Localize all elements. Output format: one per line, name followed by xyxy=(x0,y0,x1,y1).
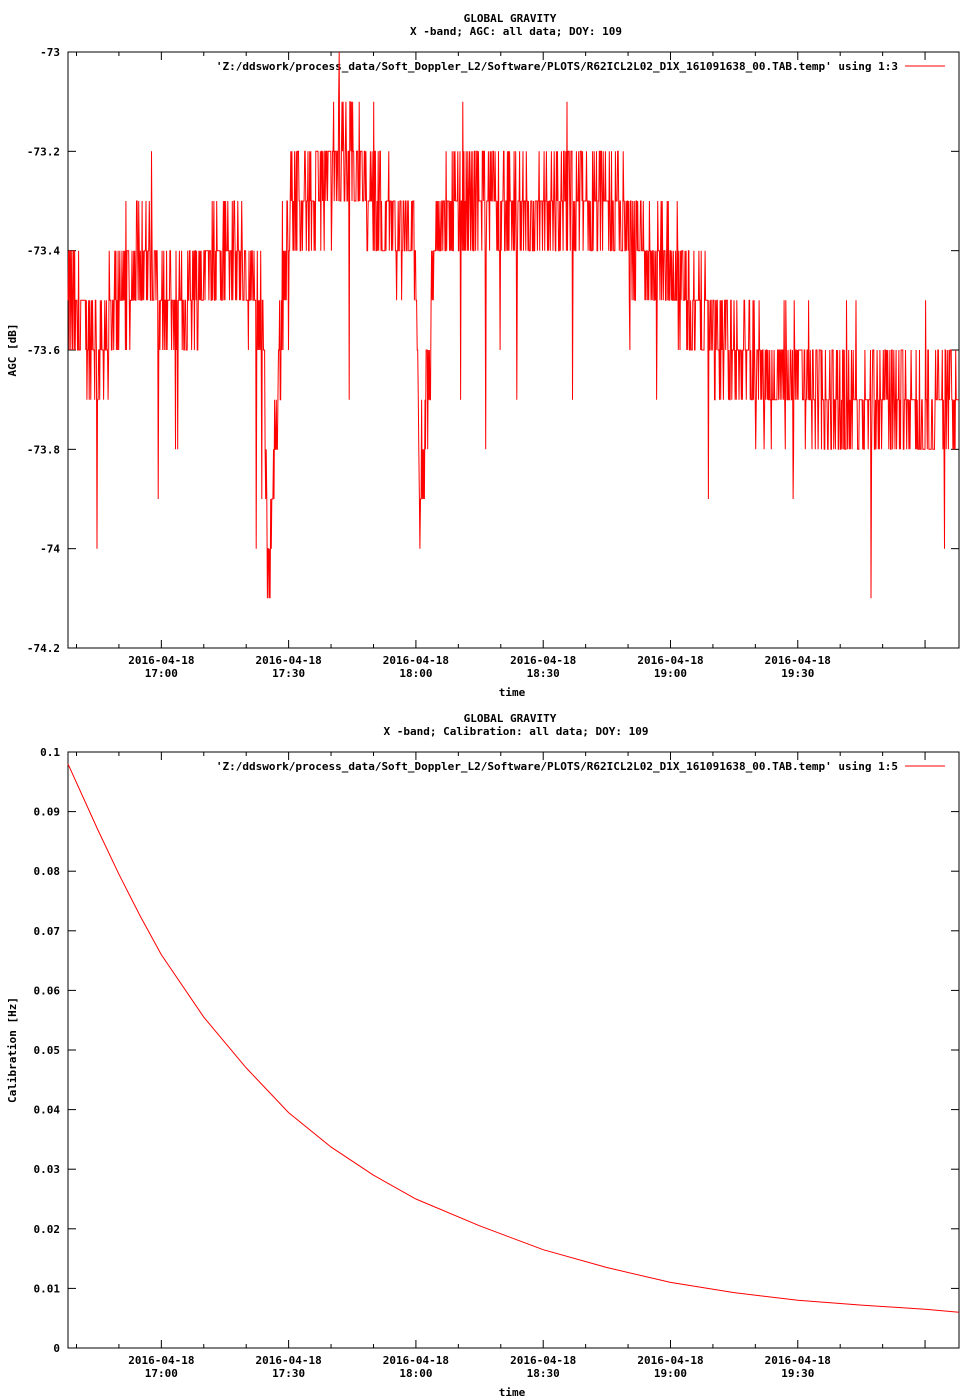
agc-x-tick-date: 2016-04-18 xyxy=(765,654,831,667)
calibration-x-tick-date: 2016-04-18 xyxy=(383,1354,449,1367)
agc-legend: 'Z:/ddswork/process_data/Soft_Doppler_L2… xyxy=(216,60,945,73)
calibration-y-tick-label: 0.02 xyxy=(34,1223,61,1236)
agc-legend-label: 'Z:/ddswork/process_data/Soft_Doppler_L2… xyxy=(216,60,898,73)
calibration-x-tick-date: 2016-04-18 xyxy=(510,1354,576,1367)
agc-chart-title: GLOBAL GRAVITY xyxy=(464,12,557,25)
calibration-y-axis-label: Calibration [Hz] xyxy=(6,997,19,1103)
calibration-y-tick-label: 0.09 xyxy=(34,806,61,819)
calibration-legend: 'Z:/ddswork/process_data/Soft_Doppler_L2… xyxy=(216,760,945,773)
calibration-x-tick-time: 18:30 xyxy=(527,1367,560,1380)
calibration-y-tick-label: 0 xyxy=(53,1342,60,1355)
agc-chart-subtitle: X -band; AGC: all data; DOY: 109 xyxy=(410,25,622,38)
agc-series-line xyxy=(67,51,959,599)
calibration-y-tick-label: 0.05 xyxy=(34,1044,61,1057)
calibration-x-tick-date: 2016-04-18 xyxy=(765,1354,831,1367)
agc-y-tick-label: -74.2 xyxy=(27,642,60,655)
agc-x-tick-date: 2016-04-18 xyxy=(637,654,703,667)
calibration-y-tick-label: 0.03 xyxy=(34,1163,61,1176)
calibration-y-tick-label: 0.08 xyxy=(34,865,61,878)
calibration-x-tick-time: 19:30 xyxy=(781,1367,814,1380)
agc-x-tick-time: 17:30 xyxy=(272,667,305,680)
agc-x-tick-time: 19:30 xyxy=(781,667,814,680)
agc-x-tick-date: 2016-04-18 xyxy=(383,654,449,667)
agc-x-tick-time: 19:00 xyxy=(654,667,687,680)
agc-x-axis: 2016-04-1817:002016-04-1817:302016-04-18… xyxy=(75,52,926,680)
agc-x-tick-time: 18:00 xyxy=(399,667,432,680)
calibration-chart: GLOBAL GRAVITY X -band; Calibration: all… xyxy=(6,712,960,1399)
calibration-y-tick-label: 0.01 xyxy=(34,1282,61,1295)
calibration-x-axis-label: time xyxy=(499,1386,526,1399)
calibration-x-tick-time: 17:30 xyxy=(272,1367,305,1380)
calibration-y-tick-label: 0.1 xyxy=(40,746,60,759)
agc-y-tick-label: -74 xyxy=(40,543,60,556)
agc-x-tick-time: 18:30 xyxy=(527,667,560,680)
agc-x-tick-time: 17:00 xyxy=(145,667,178,680)
calibration-chart-subtitle: X -band; Calibration: all data; DOY: 109 xyxy=(384,725,649,738)
calibration-y-tick-label: 0.04 xyxy=(34,1104,61,1117)
calibration-x-tick-date: 2016-04-18 xyxy=(637,1354,703,1367)
agc-y-tick-label: -73.4 xyxy=(27,245,60,258)
agc-y-tick-label: -73.6 xyxy=(27,344,60,357)
calibration-x-tick-time: 19:00 xyxy=(654,1367,687,1380)
agc-x-axis-label: time xyxy=(499,686,526,699)
agc-x-tick-date: 2016-04-18 xyxy=(510,654,576,667)
agc-x-tick-date: 2016-04-18 xyxy=(256,654,322,667)
calibration-plot-frame xyxy=(67,751,960,1349)
calibration-y-axis: 0.1 0.09 0.08 0.07 0.06 0.05 0.04 0.03 0.02 0.01 0 xyxy=(34,746,959,1355)
calibration-chart-title: GLOBAL GRAVITY xyxy=(464,712,557,725)
agc-x-tick-date: 2016-04-18 xyxy=(128,654,194,667)
agc-y-tick-label: -73.2 xyxy=(27,145,60,158)
calibration-x-tick-date: 2016-04-18 xyxy=(256,1354,322,1367)
calibration-x-tick-time: 17:00 xyxy=(145,1367,178,1380)
calibration-legend-label: 'Z:/ddswork/process_data/Soft_Doppler_L2… xyxy=(216,760,898,773)
calibration-x-axis: 2016-04-1817:002016-04-1817:302016-04-18… xyxy=(75,752,926,1380)
agc-chart: GLOBAL GRAVITY X -band; AGC: all data; D… xyxy=(6,12,960,699)
calibration-x-tick-date: 2016-04-18 xyxy=(128,1354,194,1367)
agc-y-tick-label: -73.8 xyxy=(27,443,60,456)
calibration-y-tick-label: 0.06 xyxy=(34,984,61,997)
agc-y-axis-label: AGC [dB] xyxy=(6,324,19,377)
calibration-x-tick-time: 18:00 xyxy=(399,1367,432,1380)
agc-y-tick-label: -73 xyxy=(40,46,60,59)
calibration-series-line xyxy=(67,763,960,1313)
calibration-y-tick-label: 0.07 xyxy=(34,925,61,938)
